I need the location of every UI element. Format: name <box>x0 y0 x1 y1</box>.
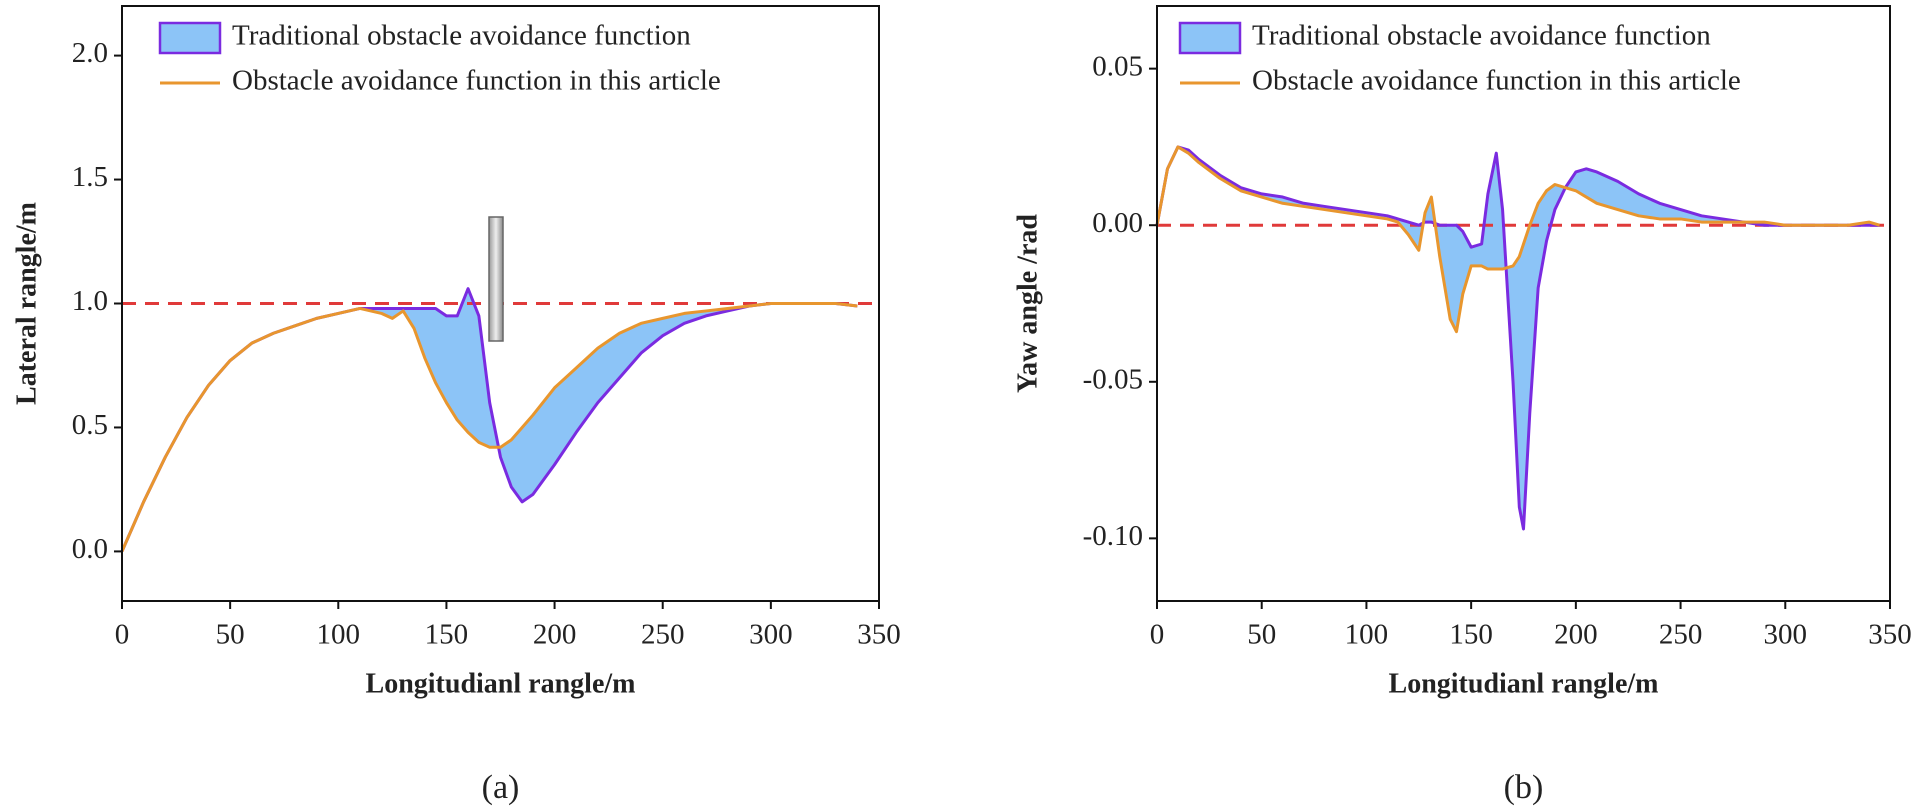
legend-label: Obstacle avoidance function in this arti… <box>232 65 721 97</box>
x-tick-label: 150 <box>425 619 469 651</box>
x-tick-label: 250 <box>641 619 685 651</box>
y-axis-label: Lateral rangle/m <box>11 202 42 405</box>
x-axis-label: Longitudianl rangle/m <box>1389 668 1659 699</box>
x-tick-label: 150 <box>1449 619 1493 651</box>
legend-swatch <box>1178 21 1242 55</box>
y-tick-label: 2.0 <box>72 37 108 69</box>
y-axis-label: Yaw angle /rad <box>1012 214 1043 393</box>
series-line <box>1155 145 1880 334</box>
fill-between <box>122 288 858 552</box>
x-tick-label: 200 <box>1554 619 1598 651</box>
x-tick-label: 50 <box>1247 619 1276 651</box>
legend-label: Traditional obstacle avoidance function <box>1252 20 1711 52</box>
x-tick-label: 0 <box>115 619 130 651</box>
caption: (a) <box>482 769 520 806</box>
plot-frame <box>1156 5 1891 602</box>
y-tick-label: -0.10 <box>1083 520 1143 552</box>
x-tick-label: 300 <box>749 619 793 651</box>
x-axis-label: Longitudianl rangle/m <box>366 668 636 699</box>
x-tick-label: 100 <box>1345 619 1389 651</box>
x-tick-label: 50 <box>216 619 245 651</box>
y-tick-label: 0.0 <box>72 533 108 565</box>
y-tick-label: -0.05 <box>1083 363 1143 395</box>
x-tick-label: 350 <box>857 619 901 651</box>
x-tick-label: 100 <box>317 619 361 651</box>
y-tick-label: 0.5 <box>72 409 108 441</box>
fill-between <box>1157 146 1880 529</box>
y-tick-label: 0.05 <box>1092 50 1143 82</box>
y-tick-label: 1.5 <box>72 161 108 193</box>
obstacle <box>488 216 504 342</box>
x-tick-label: 300 <box>1764 619 1808 651</box>
y-tick-label: 1.0 <box>72 285 108 317</box>
x-tick-label: 350 <box>1868 619 1912 651</box>
legend-label: Traditional obstacle avoidance function <box>232 20 691 52</box>
x-tick-label: 0 <box>1150 619 1165 651</box>
x-tick-label: 250 <box>1659 619 1703 651</box>
series-line <box>120 302 858 553</box>
series-line <box>1155 145 1880 531</box>
caption: (b) <box>1504 769 1544 806</box>
legend-label: Obstacle avoidance function in this arti… <box>1252 65 1741 97</box>
y-tick-label: 0.00 <box>1092 207 1143 239</box>
x-tick-label: 200 <box>533 619 577 651</box>
legend-swatch <box>158 21 222 55</box>
